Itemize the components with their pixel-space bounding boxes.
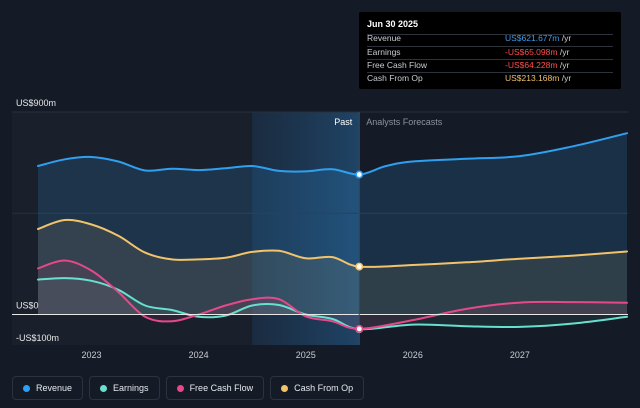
series-line-revenue [37,132,628,176]
tooltip-divider [367,72,613,73]
series-area-free-cash-flow [38,260,627,329]
legend-dot-icon [100,384,108,392]
series-area-revenue [38,133,627,315]
tooltip-value: US$213.168m [505,73,560,83]
tooltip-value: -US$65.098m [505,47,558,57]
gridlines [12,111,628,214]
tooltip-row-revenue: Revenue US$621.677m /yr [367,33,613,45]
series-line-cash-from-op [37,218,628,268]
legend-label: Cash From Op [294,383,354,393]
tooltip-divider [367,59,613,60]
tooltip-label: Free Cash Flow [367,60,427,70]
tooltip-row-cash-from-op: Cash From Op US$213.168m /yr [367,73,613,85]
x-tick-label: 2026 [403,350,423,360]
legend-item-free-cash-flow[interactable]: Free Cash Flow [165,376,265,400]
legend-item-revenue[interactable]: Revenue [12,376,84,400]
legend-dot-icon [23,384,30,392]
legend: Revenue Earnings Free Cash Flow Cash Fro… [12,376,365,400]
tooltip-label: Earnings [367,47,401,57]
legend-dot-icon [176,384,184,392]
tooltip: Jun 30 2025 Revenue US$621.677m /yr Earn… [359,12,621,89]
tooltip-divider [367,46,613,47]
y-axis: US$900m US$0 -US$100m [16,98,59,343]
tooltip-row-earnings: Earnings -US$65.098m /yr [367,47,613,59]
tooltip-divider [367,34,613,35]
legend-dot-icon [281,384,289,392]
current-point-free-cash-flow [355,324,364,333]
past-highlight-band [252,112,360,345]
tooltip-row-free-cash-flow: Free Cash Flow -US$64.228m /yr [367,60,613,72]
y-tick-label: US$0 [16,301,39,311]
legend-item-cash-from-op[interactable]: Cash From Op [270,376,365,400]
tooltip-unit: /yr [561,73,572,83]
legend-item-earnings[interactable]: Earnings [89,376,160,400]
series-lines [37,132,628,331]
tooltip-unit: /yr [561,33,572,43]
current-point-cash-from-op [355,262,364,271]
tooltip-unit: /yr [559,47,570,57]
legend-label: Free Cash Flow [189,383,254,393]
x-tick-label: 2023 [82,350,102,360]
series-area-earnings [38,278,627,330]
x-tick-label: 2025 [296,350,316,360]
legend-label: Revenue [36,383,73,393]
tooltip-value: -US$64.228m [505,60,558,70]
tooltip-date: Jun 30 2025 [367,19,419,29]
series-line-free-cash-flow [37,259,628,330]
past-label: Past [334,117,353,127]
y-tick-label: -US$100m [16,333,59,343]
current-markers [355,170,364,334]
series-area-cash-from-op [38,219,627,315]
tooltip-label: Cash From Op [367,73,423,83]
current-point-revenue [355,170,364,179]
tooltip-unit: /yr [559,60,570,70]
tooltip-value: US$621.677m [505,33,560,43]
y-tick-label: US$900m [16,98,56,108]
series-areas [38,133,627,330]
legend-label: Earnings [113,383,149,393]
forecast-label: Analysts Forecasts [366,117,443,127]
x-tick-label: 2024 [189,350,209,360]
x-axis: 2023 2024 2025 2026 2027 [82,350,530,360]
x-tick-label: 2027 [510,350,530,360]
tooltip-label: Revenue [367,33,402,43]
